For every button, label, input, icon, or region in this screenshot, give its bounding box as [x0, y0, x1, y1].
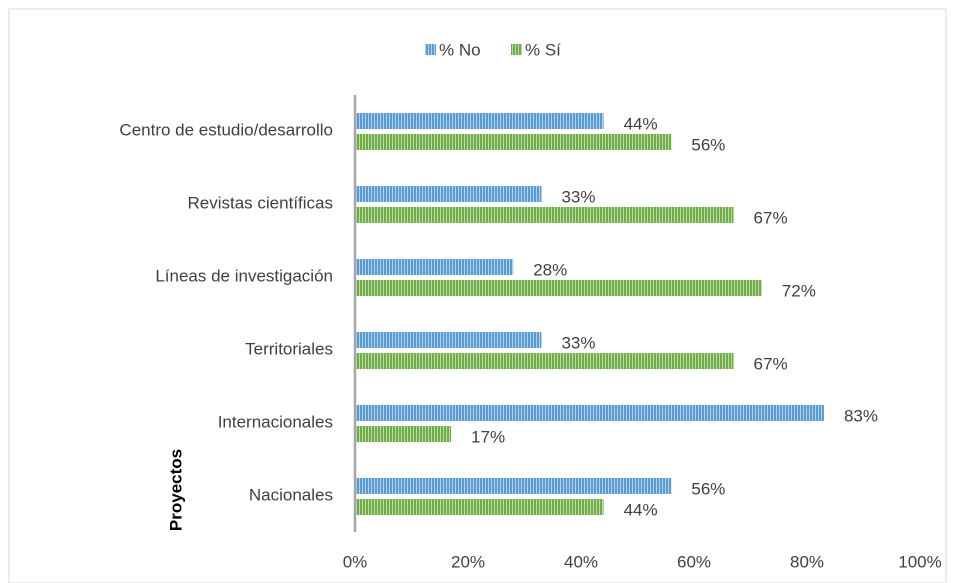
- value-label: 83%: [844, 406, 878, 425]
- legend-swatch: [425, 44, 436, 55]
- value-label: 44%: [624, 500, 658, 519]
- bar: [355, 207, 734, 223]
- value-label: 67%: [754, 354, 788, 373]
- bar: [355, 280, 762, 296]
- y-tick-label: Líneas de investigación: [155, 266, 333, 285]
- bar: [355, 478, 672, 494]
- bar: [355, 499, 604, 515]
- bar: [355, 186, 542, 202]
- value-label: 28%: [533, 260, 567, 279]
- value-label: 72%: [782, 281, 816, 300]
- bar: [355, 426, 452, 442]
- value-label: 33%: [561, 187, 595, 206]
- y-tick-label: Revistas científicas: [188, 193, 334, 212]
- x-tick-label: 60%: [677, 552, 711, 571]
- value-label: 56%: [691, 479, 725, 498]
- bar: [355, 405, 824, 421]
- bar: [355, 332, 542, 348]
- legend-swatch: [511, 44, 522, 55]
- x-tick-label: 0%: [343, 552, 368, 571]
- value-label: 67%: [754, 208, 788, 227]
- y-tick-label: Territoriales: [245, 339, 333, 358]
- x-tick-label: 80%: [790, 552, 824, 571]
- x-tick-label: 100%: [898, 552, 941, 571]
- x-tick-label: 40%: [564, 552, 598, 571]
- y-tick-label: Internacionales: [218, 412, 333, 431]
- y-axis-label: Proyectos: [166, 449, 185, 531]
- bar: [355, 134, 672, 150]
- legend-label: % No: [439, 40, 481, 59]
- y-tick-label: Centro de estudio/desarrollo: [119, 120, 333, 139]
- x-tick-label: 20%: [451, 552, 485, 571]
- bar: [355, 259, 514, 275]
- bar: [355, 353, 734, 369]
- value-label: 17%: [471, 427, 505, 446]
- legend-label: % Sí: [525, 40, 561, 59]
- value-label: 44%: [624, 114, 658, 133]
- bar: [355, 113, 604, 129]
- y-tick-label: Nacionales: [249, 485, 333, 504]
- value-label: 56%: [691, 135, 725, 154]
- value-label: 33%: [561, 333, 595, 352]
